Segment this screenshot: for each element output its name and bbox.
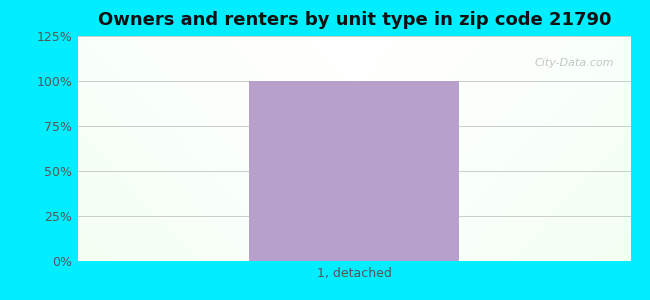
Text: City-Data.com: City-Data.com [534, 58, 614, 68]
Title: Owners and renters by unit type in zip code 21790: Owners and renters by unit type in zip c… [98, 11, 611, 29]
Bar [250, 81, 459, 261]
